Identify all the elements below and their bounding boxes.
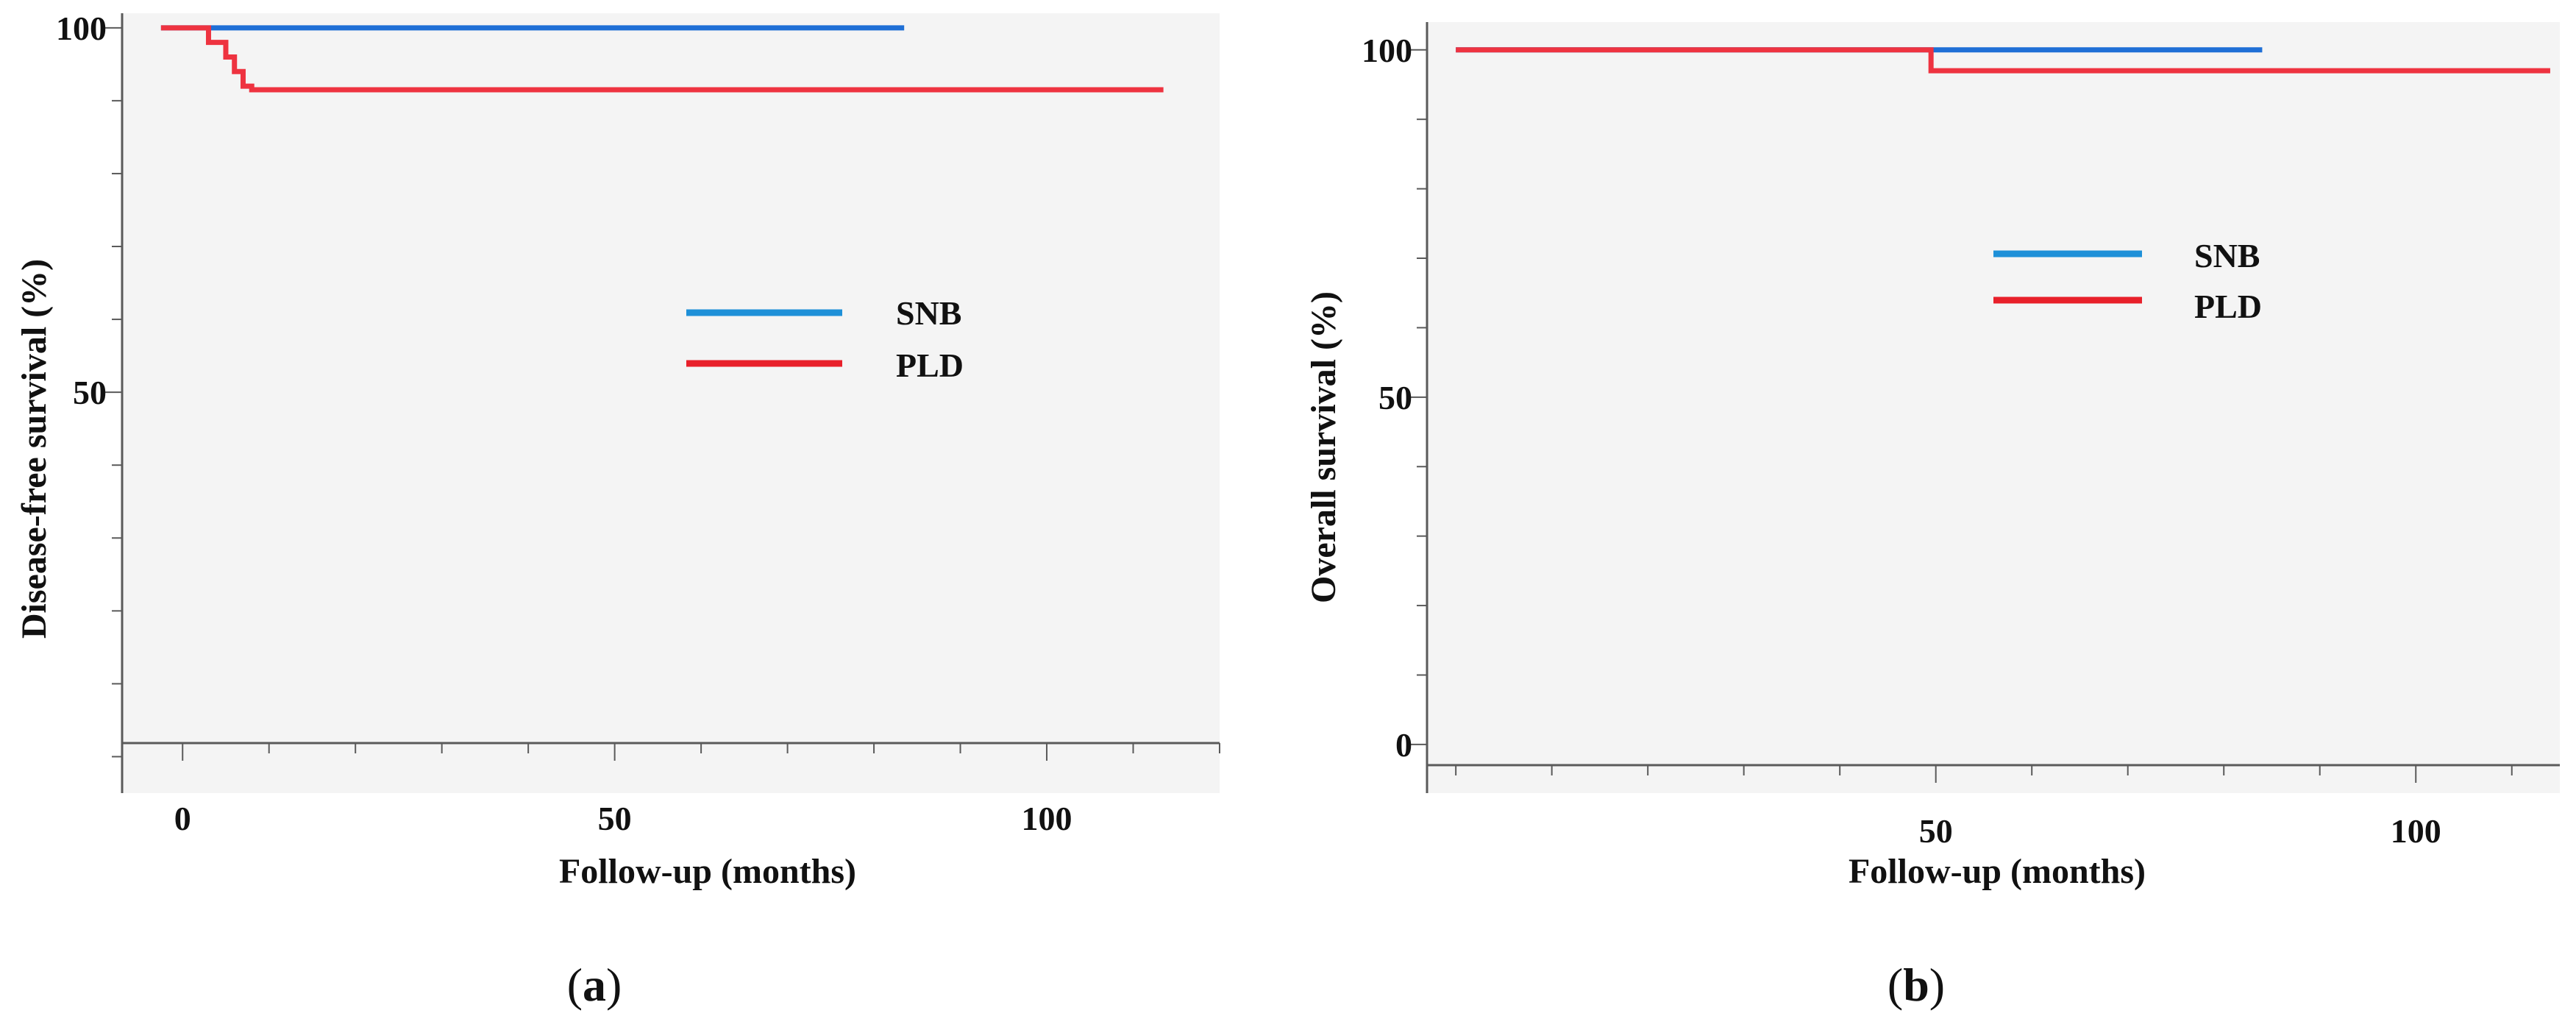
y-axis-title-b: Overall survival (%) — [1304, 291, 1343, 603]
x-tick-label: 50 — [598, 800, 632, 837]
tick-labels-b: 50 100 0 50 100 — [1362, 32, 2441, 850]
panel-label-a: (a) — [567, 959, 622, 1011]
y-tick-label: 100 — [56, 10, 107, 47]
series-lines-a — [160, 25, 1164, 93]
legend-b: SNB PLD — [1993, 237, 2262, 325]
legend-label-snb-b: SNB — [2194, 237, 2260, 274]
series-line-pld — [160, 25, 1164, 93]
y-tick-label: 100 — [1362, 32, 1412, 69]
plot-area-a — [122, 13, 1220, 793]
panel-label-b: (b) — [1887, 959, 1945, 1011]
y-tick-label: 50 — [1378, 379, 1412, 416]
x-tick-label: 50 — [1919, 812, 1953, 850]
y-tick-label: 0 — [1395, 726, 1412, 764]
x-axis-title-a: Follow-up (months) — [559, 852, 856, 891]
legend-label-pld-a: PLD — [896, 347, 964, 384]
legend-label-snb-a: SNB — [896, 294, 961, 332]
chart-panel-b: 50 100 0 50 100 SNB PLD Follow-up (months) O… — [1304, 22, 2560, 1011]
legend-label-pld-b: PLD — [2194, 288, 2262, 325]
chart-panel-a: 0 50 100 50 100 SNB PLD Follow-up (months) D… — [15, 10, 1220, 1011]
legend-a: SNB PLD — [686, 294, 964, 384]
x-tick-label: 0 — [174, 800, 191, 837]
x-tick-label: 100 — [1022, 800, 1072, 837]
plot-area-b — [1427, 22, 2560, 793]
y-tick-label: 50 — [73, 374, 107, 411]
ticks-b — [1409, 22, 2560, 793]
tick-labels-a: 0 50 100 50 100 — [56, 10, 1072, 837]
x-tick-label: 100 — [2391, 812, 2441, 850]
series-line-pld — [1456, 47, 2550, 74]
ticks-a — [104, 13, 1220, 793]
y-axis-title-a: Disease-free survival (%) — [15, 259, 54, 639]
series-lines-b — [1456, 47, 2550, 74]
x-axis-title-b: Follow-up (months) — [1849, 852, 2146, 891]
